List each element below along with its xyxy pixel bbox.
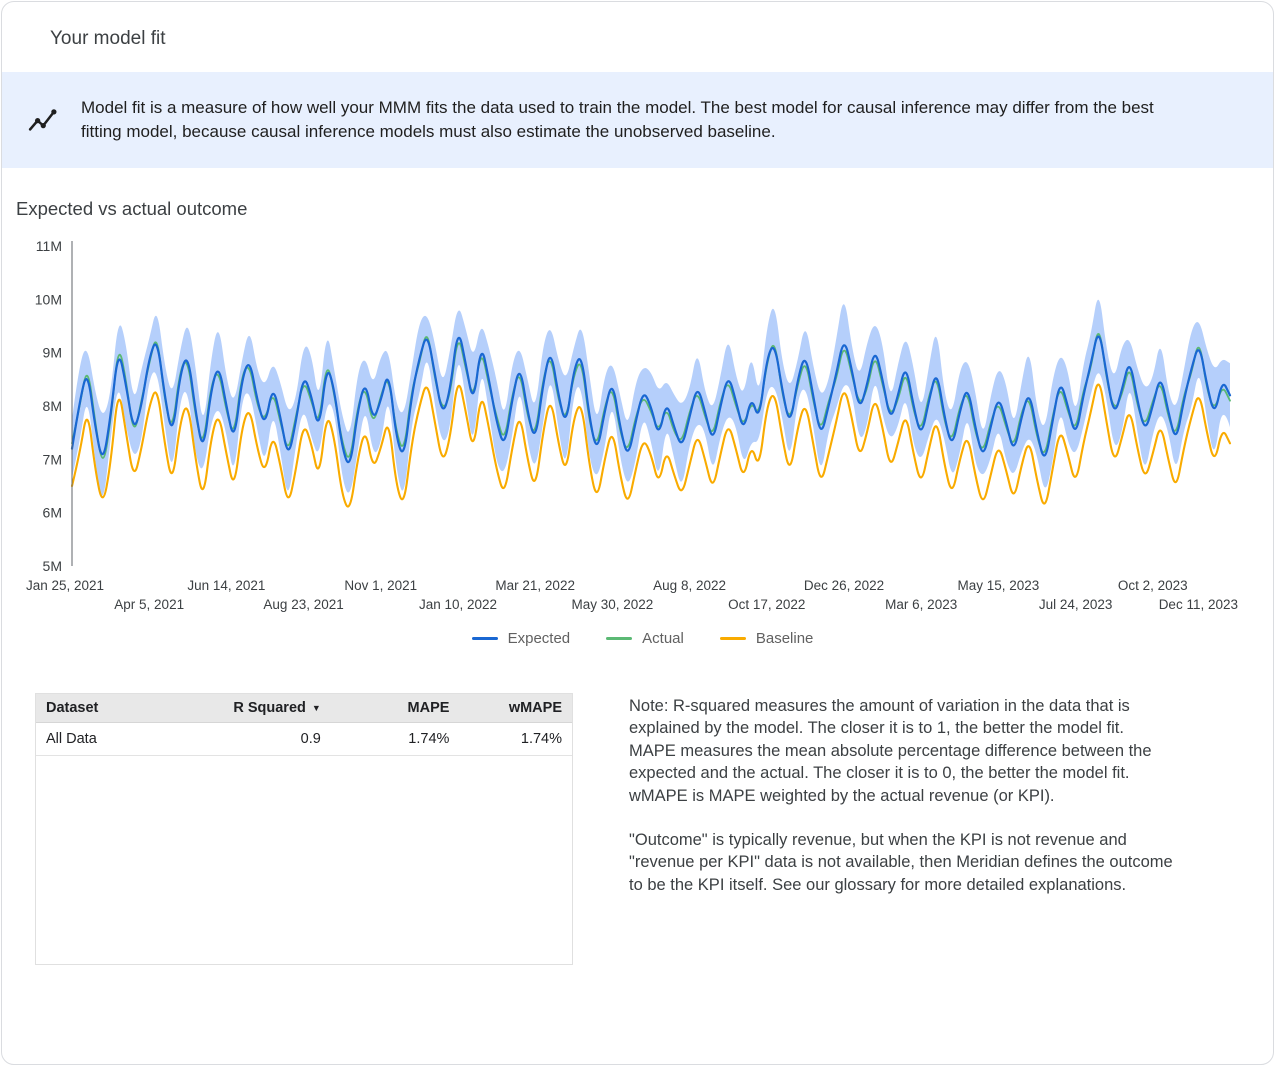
svg-text:Nov 1, 2021: Nov 1, 2021: [344, 578, 417, 593]
section-title: Expected vs actual outcome: [16, 198, 248, 219]
baseline-line-swatch-icon: [719, 637, 746, 640]
svg-text:Dec 26, 2022: Dec 26, 2022: [804, 578, 884, 593]
svg-text:Aug 8, 2022: Aug 8, 2022: [653, 578, 726, 593]
col-header-r-squared[interactable]: R Squared ▼: [196, 694, 331, 723]
page-header: Your model fit: [2, 2, 1273, 72]
svg-text:Aug 23, 2021: Aug 23, 2021: [263, 597, 343, 612]
info-banner: Model fit is a measure of how well your …: [2, 72, 1273, 168]
svg-text:Mar 6, 2023: Mar 6, 2023: [885, 597, 957, 612]
note-paragraph-2: "Outcome" is typically revenue, but when…: [629, 831, 1173, 894]
svg-text:6M: 6M: [43, 505, 62, 521]
table-row: All Data 0.9 1.74% 1.74%: [36, 722, 572, 756]
svg-text:Dec 11, 2023: Dec 11, 2023: [1159, 597, 1238, 612]
expected-line-swatch-icon: [471, 637, 498, 640]
svg-text:Oct 17, 2022: Oct 17, 2022: [728, 597, 805, 612]
svg-text:10M: 10M: [35, 291, 62, 307]
cell-dataset: All Data: [36, 722, 197, 756]
svg-text:7M: 7M: [43, 451, 62, 467]
cell-mape: 1.74%: [330, 722, 460, 756]
svg-text:5M: 5M: [43, 558, 62, 574]
svg-text:8M: 8M: [43, 398, 62, 414]
col-header-mape[interactable]: MAPE: [330, 694, 460, 723]
page-title: Your model fit: [50, 28, 166, 49]
col-header-label: R Squared: [233, 700, 306, 716]
chart-legend: Expected Actual Baseline: [12, 630, 1273, 647]
legend-item-baseline: Baseline: [719, 630, 814, 647]
actual-line-swatch-icon: [606, 637, 633, 640]
svg-text:Jul 24, 2023: Jul 24, 2023: [1039, 597, 1113, 612]
legend-label: Actual: [642, 630, 684, 647]
model-fit-chart: 5M 6M 7M 8M 9M 10M 11M Jan 25, 2021 Apr 5, 2021 J…: [12, 230, 1273, 647]
bottom-section: Dataset R Squared ▼ MAPE wMAPE All Data 0…: [35, 693, 1225, 965]
legend-item-expected: Expected: [471, 630, 571, 647]
legend-label: Expected: [507, 630, 571, 647]
caret-down-icon[interactable]: ▼: [311, 703, 321, 713]
svg-text:Oct 2, 2023: Oct 2, 2023: [1118, 578, 1188, 593]
table-header-row: Dataset R Squared ▼ MAPE wMAPE: [36, 694, 572, 723]
main-content: Expected vs actual outcome 5M 6M 7M 8M 9M 10M…: [2, 198, 1273, 965]
cell-r-squared: 0.9: [196, 722, 331, 756]
svg-text:Jan 25, 2021: Jan 25, 2021: [26, 578, 104, 593]
notes: Note: R-squared measures the amount of v…: [629, 693, 1174, 918]
cell-wmape: 1.74%: [459, 722, 572, 756]
col-header-dataset[interactable]: Dataset: [36, 694, 197, 723]
col-header-wmape[interactable]: wMAPE: [459, 694, 572, 723]
model-fit-table: Dataset R Squared ▼ MAPE wMAPE All Data 0…: [35, 693, 573, 965]
svg-text:May 15, 2023: May 15, 2023: [957, 578, 1039, 593]
legend-item-actual: Actual: [606, 630, 684, 647]
legend-label: Baseline: [755, 630, 814, 647]
banner-text: Model fit is a measure of how well your …: [81, 98, 1154, 141]
note-paragraph-1: Note: R-squared measures the amount of v…: [629, 697, 1152, 805]
svg-text:Mar 21, 2022: Mar 21, 2022: [495, 578, 575, 593]
svg-text:Jun 14, 2021: Jun 14, 2021: [187, 578, 265, 593]
svg-text:May 30, 2022: May 30, 2022: [571, 597, 653, 612]
insights-icon: [27, 105, 57, 135]
svg-text:9M: 9M: [43, 345, 62, 361]
svg-text:11M: 11M: [36, 238, 62, 254]
svg-text:Jan 10, 2022: Jan 10, 2022: [419, 597, 497, 612]
svg-text:Apr 5, 2021: Apr 5, 2021: [114, 597, 184, 612]
